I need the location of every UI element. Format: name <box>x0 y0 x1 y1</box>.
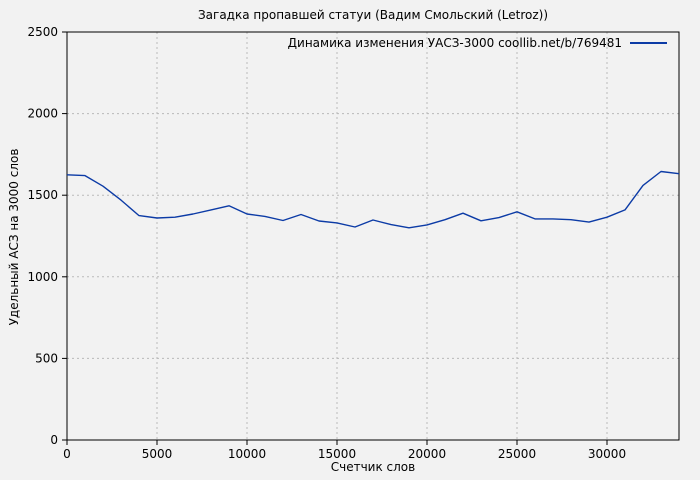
gridlines <box>67 32 679 440</box>
svg-text:0: 0 <box>63 447 71 461</box>
svg-text:2000: 2000 <box>27 107 58 121</box>
chart-title: Загадка пропавшей статуи (Вадим Смольски… <box>197 8 549 22</box>
svg-text:25000: 25000 <box>498 447 536 461</box>
x-axis-label: Счетчик слов <box>330 460 416 474</box>
x-tick-labels: 0 5000 10000 15000 20000 25000 30000 <box>63 447 626 461</box>
svg-text:0: 0 <box>50 433 58 447</box>
svg-text:15000: 15000 <box>318 447 356 461</box>
plot-border <box>66 31 680 441</box>
svg-text:2500: 2500 <box>27 25 58 39</box>
legend: Динамика изменения УАСЗ-3000 coollib.net… <box>288 36 667 50</box>
svg-text:5000: 5000 <box>142 447 173 461</box>
svg-text:1500: 1500 <box>27 188 58 202</box>
y-axis-label: Удельный АСЗ на 3000 слов <box>7 148 21 326</box>
svg-text:20000: 20000 <box>408 447 446 461</box>
svg-text:10000: 10000 <box>228 447 266 461</box>
svg-text:30000: 30000 <box>588 447 626 461</box>
y-tick-labels: 0 500 1000 1500 2000 2500 <box>27 25 58 447</box>
tick-marks <box>62 31 608 445</box>
legend-line-sample-icon <box>630 42 667 44</box>
legend-label: Динамика изменения УАСЗ-3000 coollib.net… <box>287 36 622 50</box>
svg-text:1000: 1000 <box>27 270 58 284</box>
data-series-line <box>66 170 680 229</box>
svg-text:500: 500 <box>35 351 58 365</box>
